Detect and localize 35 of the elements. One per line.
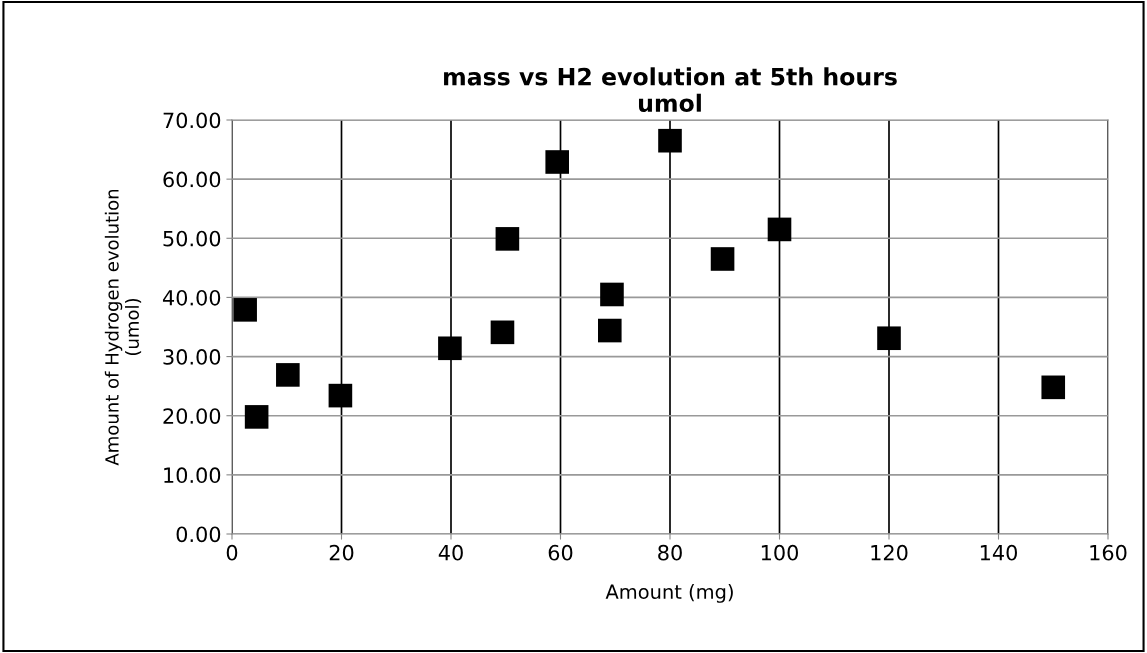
point — [438, 336, 462, 361]
y-tick-label: 20.00 — [163, 408, 221, 424]
point — [597, 318, 622, 343]
point — [244, 405, 269, 429]
x-axis-title: Amount (mg) — [605, 584, 733, 603]
point — [233, 298, 257, 322]
point — [276, 363, 300, 387]
x-tick-label: 160 — [1090, 544, 1127, 561]
x-tick-label: 100 — [761, 544, 798, 561]
x-tick-label: 0 — [226, 544, 238, 561]
point — [877, 326, 901, 351]
y-tick-label: 40.00 — [162, 289, 221, 306]
y-tick-label: 70.00 — [163, 112, 221, 129]
y-tick-label: 60.00 — [163, 171, 221, 188]
point — [495, 227, 520, 251]
y-tick-label: 30.00 — [163, 349, 221, 365]
point — [600, 282, 624, 307]
point — [490, 320, 515, 345]
x-tick-label: 40 — [438, 544, 463, 561]
y-tick-label: 0.00 — [176, 526, 221, 543]
x-tick-label: 140 — [980, 544, 1017, 561]
point — [710, 247, 735, 271]
point — [545, 150, 570, 174]
point — [658, 128, 682, 153]
y-tick-label: 50.00 — [163, 230, 221, 247]
y-axis-title: Amount of Hydrogen evolution (umol) — [104, 189, 142, 466]
point — [328, 383, 353, 408]
x-tick-label: 60 — [548, 544, 573, 561]
x-tick-label: 20 — [329, 544, 354, 561]
y-tick-label: 10.00 — [164, 467, 221, 484]
point — [1041, 375, 1066, 400]
x-tick-label: 80 — [658, 544, 682, 561]
chart-title: mass vs H2 evolution at 5th hours umol — [444, 67, 897, 112]
point — [767, 217, 792, 242]
x-tick-label: 120 — [871, 544, 908, 561]
